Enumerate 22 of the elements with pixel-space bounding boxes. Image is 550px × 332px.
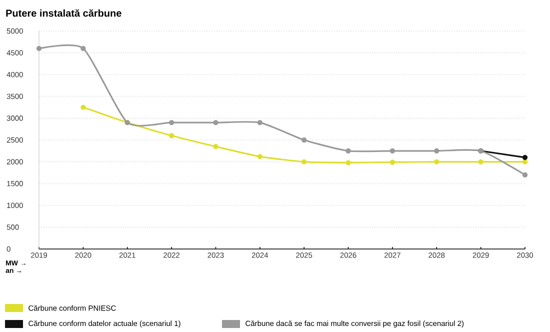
chart-title: Putere instalată cărbune (6, 9, 122, 17)
point (80, 104, 86, 110)
point (346, 148, 351, 154)
point (213, 120, 218, 126)
point (346, 160, 351, 166)
point (522, 154, 528, 160)
point (434, 148, 440, 154)
point (390, 148, 396, 154)
point (36, 46, 42, 52)
point (257, 120, 263, 126)
point (478, 159, 484, 164)
point (213, 144, 218, 150)
point (301, 137, 307, 143)
point (257, 154, 263, 160)
point (301, 159, 307, 164)
point (80, 46, 86, 52)
point (390, 160, 396, 165)
point (168, 120, 174, 126)
point (168, 133, 174, 138)
point (522, 172, 528, 178)
point (434, 159, 440, 164)
point (522, 159, 528, 164)
